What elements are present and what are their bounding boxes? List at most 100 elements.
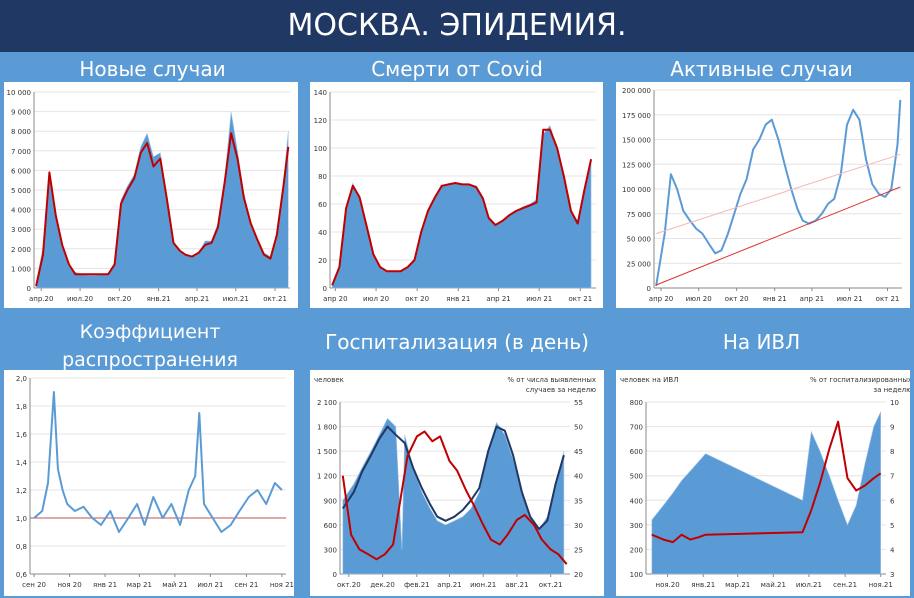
series-line-hospitalized_avg (341, 425, 565, 530)
x-tick-label: янв 21 (763, 295, 787, 303)
title-new-cases: Новые случаи (79, 57, 226, 81)
y-tick-label: 0,8 (16, 543, 27, 551)
x-tick-label: янв.21 (691, 581, 715, 589)
chart-hospital: 0 300 600 900 1 200 1 500 1 800 2 100 20 25 30 35 40… (310, 370, 604, 596)
series-line-rt (33, 391, 283, 533)
y-tick-label: 1 000 (11, 265, 31, 273)
series-line-smoothed (35, 132, 290, 287)
x-tick-label: сен.21 (833, 581, 857, 589)
title-deaths: Смерти от Covid (371, 57, 543, 81)
chart-active: 0 25 000 50 000 75 000 100 000 125 000 150 000… (616, 82, 910, 308)
y-tick-label: 50 000 (627, 236, 652, 244)
series-area-daily (35, 111, 289, 289)
x-tick-label: дек.20 (370, 581, 395, 589)
y-tick-label: 40 (318, 229, 327, 237)
x-tick-label: июл 20 (686, 295, 712, 303)
y-tick-label: 8 000 (11, 128, 31, 136)
series-area-on_ventilator (651, 411, 881, 575)
y-tick-label: 0 (27, 285, 31, 293)
x-tick-label: июл.21 (796, 581, 822, 589)
right-unit-label: % от числа выявленных (507, 376, 596, 384)
y2-tick-label: 35 (574, 497, 583, 505)
y2-tick-label: 8 (890, 448, 894, 456)
y2-tick-label: 50 (574, 424, 583, 432)
right-unit-label: случаев за неделю (526, 386, 596, 394)
x-tick-label: окт.21 (539, 581, 563, 589)
chart-deaths: 0 20 40 60 80 100 120 140 апр 20 июл 20 окт 20 янв … (310, 82, 603, 308)
y-tick-label: 9 000 (11, 109, 31, 117)
series-line-share_pct (651, 420, 882, 544)
y-tick-label: 7 000 (11, 148, 31, 156)
y-tick-label: 4 000 (11, 207, 31, 215)
y-tick-label: 100 000 (622, 186, 651, 194)
y-tick-label: 100 (630, 571, 643, 579)
x-tick-label: янв 21 (446, 295, 470, 303)
y2-tick-label: 5 (890, 522, 894, 530)
y-tick-label: 75 000 (627, 211, 652, 219)
y-tick-label: 600 (630, 448, 643, 456)
x-tick-label: сен 20 (22, 581, 46, 589)
x-tick-label: окт.21 (263, 295, 287, 303)
left-unit-label: человек на ИВЛ (620, 376, 678, 384)
y2-tick-label: 10 (890, 399, 899, 407)
series-area-daily (331, 124, 592, 289)
y-tick-label: 140 (314, 89, 327, 97)
x-tick-label: ноя.20 (656, 581, 680, 589)
x-tick-label: май 21 (162, 581, 187, 589)
y-tick-label: 20 (318, 257, 327, 265)
page-title: МОСКВА. ЭПИДЕМИЯ. (0, 0, 914, 52)
series-line-share_pct (341, 430, 568, 565)
y-tick-label: 0 (323, 285, 327, 293)
y-tick-label: 100 (314, 145, 327, 153)
y-tick-label: 1 800 (317, 424, 337, 432)
title-hospital: Госпитализация (в день) (325, 330, 589, 354)
series-line-trend (655, 186, 901, 286)
y2-tick-label: 6 (890, 497, 895, 505)
y-tick-label: 10 000 (7, 89, 32, 97)
x-tick-label: июл.20 (67, 295, 93, 303)
x-tick-label: фев.21 (404, 581, 430, 589)
x-tick-label: окт 21 (568, 295, 592, 303)
y-tick-label: 800 (630, 399, 643, 407)
y-tick-label: 0 (647, 285, 651, 293)
x-tick-label: май.21 (761, 581, 786, 589)
x-tick-label: мар 21 (127, 581, 152, 589)
y-tick-label: 700 (630, 424, 643, 432)
series-line-smoothed (331, 128, 593, 286)
y2-tick-label: 40 (574, 473, 583, 481)
x-tick-label: окт 20 (725, 295, 749, 303)
x-tick-label: окт 21 (876, 295, 900, 303)
x-tick-label: окт 20 (405, 295, 429, 303)
left-unit-label: человек (314, 376, 344, 384)
y-tick-label: 200 000 (622, 87, 651, 95)
y2-tick-label: 55 (574, 399, 583, 407)
x-tick-label: апр.21 (185, 295, 209, 303)
y-tick-label: 6 000 (11, 167, 31, 175)
x-tick-label: окт.20 (107, 295, 131, 303)
x-tick-label: апр 20 (323, 295, 347, 303)
y-tick-label: 125 000 (622, 161, 651, 169)
y-tick-label: 300 (630, 522, 643, 530)
x-tick-label: апр 20 (649, 295, 673, 303)
y2-tick-label: 45 (574, 448, 583, 456)
y-tick-label: 175 000 (622, 112, 651, 120)
right-unit-label: за неделю (873, 386, 910, 394)
x-tick-label: янв 21 (93, 581, 117, 589)
title-ventilator: На ИВЛ (722, 330, 801, 354)
chart-ventilator: 100 200 300 400 500 600 700 800 3 4 5 6 7 8 9 10 человек… (616, 370, 910, 596)
x-tick-label: мар.21 (725, 581, 750, 589)
y-tick-label: 2 000 (11, 246, 31, 254)
series-line-trend (655, 153, 901, 235)
y-tick-label: 60 (318, 201, 327, 209)
x-tick-label: июл 21 (526, 295, 552, 303)
y2-tick-label: 9 (890, 424, 894, 432)
y-tick-label: 500 (630, 473, 643, 481)
x-tick-label: ноя 20 (57, 581, 81, 589)
y-tick-label: 3 000 (11, 226, 31, 234)
y-tick-label: 25 000 (627, 260, 652, 268)
y2-tick-label: 20 (574, 571, 583, 579)
x-tick-label: июл 20 (363, 295, 389, 303)
y-tick-label: 1,0 (16, 515, 27, 523)
x-tick-label: ноя 21 (270, 581, 294, 589)
series-area-hospitalized (342, 417, 565, 575)
